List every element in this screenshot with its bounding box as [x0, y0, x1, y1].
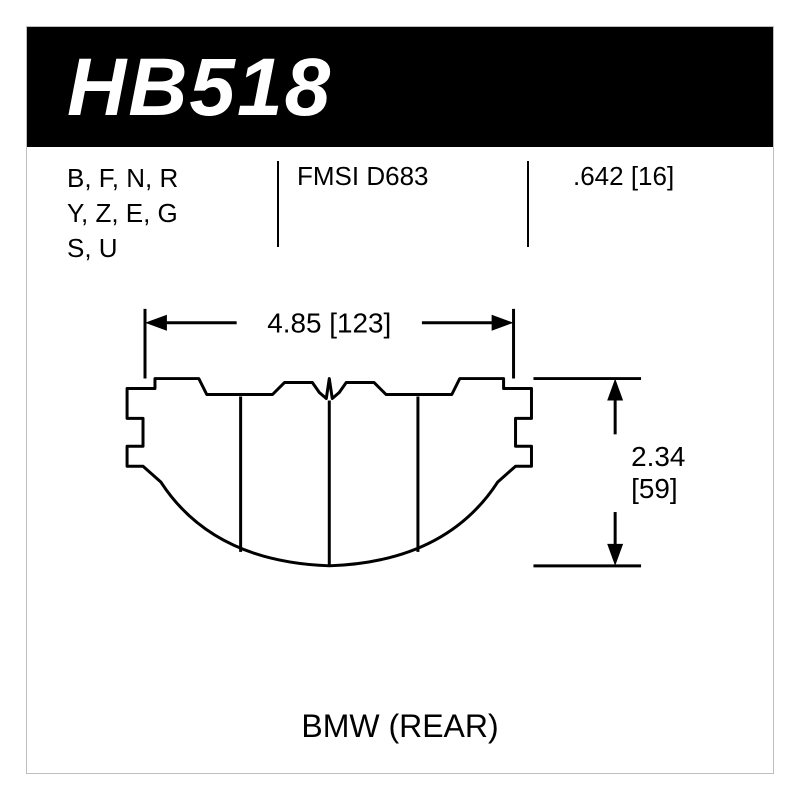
width-dimension: 4.85 [123]	[145, 308, 514, 379]
spec-card: HB518 B, F, N, R Y, Z, E, G S, U FMSI D6…	[26, 26, 774, 774]
divider-1	[277, 161, 279, 247]
pad-diagram: 4.85 [123] 2.34 [59]	[27, 267, 773, 773]
codes-line-1: B, F, N, R	[67, 161, 277, 196]
fmsi-code: FMSI D683	[297, 161, 527, 261]
height-dimension: 2.34 [59]	[533, 379, 685, 566]
caption: BMW (REAR)	[27, 708, 773, 745]
codes-line-3: S, U	[67, 231, 277, 266]
part-number: HB518	[67, 41, 332, 135]
thickness: .642 [16]	[573, 161, 733, 261]
compound-codes: B, F, N, R Y, Z, E, G S, U	[67, 161, 277, 261]
spec-row: B, F, N, R Y, Z, E, G S, U FMSI D683 .64…	[67, 161, 733, 261]
divider-2	[527, 161, 529, 247]
brake-pad-outline	[127, 379, 531, 566]
height-label-2: [59]	[631, 473, 678, 504]
height-label-1: 2.34	[631, 441, 685, 472]
codes-line-2: Y, Z, E, G	[67, 196, 277, 231]
diagram-area: 4.85 [123] 2.34 [59]	[27, 267, 773, 773]
width-label: 4.85 [123]	[267, 308, 391, 339]
